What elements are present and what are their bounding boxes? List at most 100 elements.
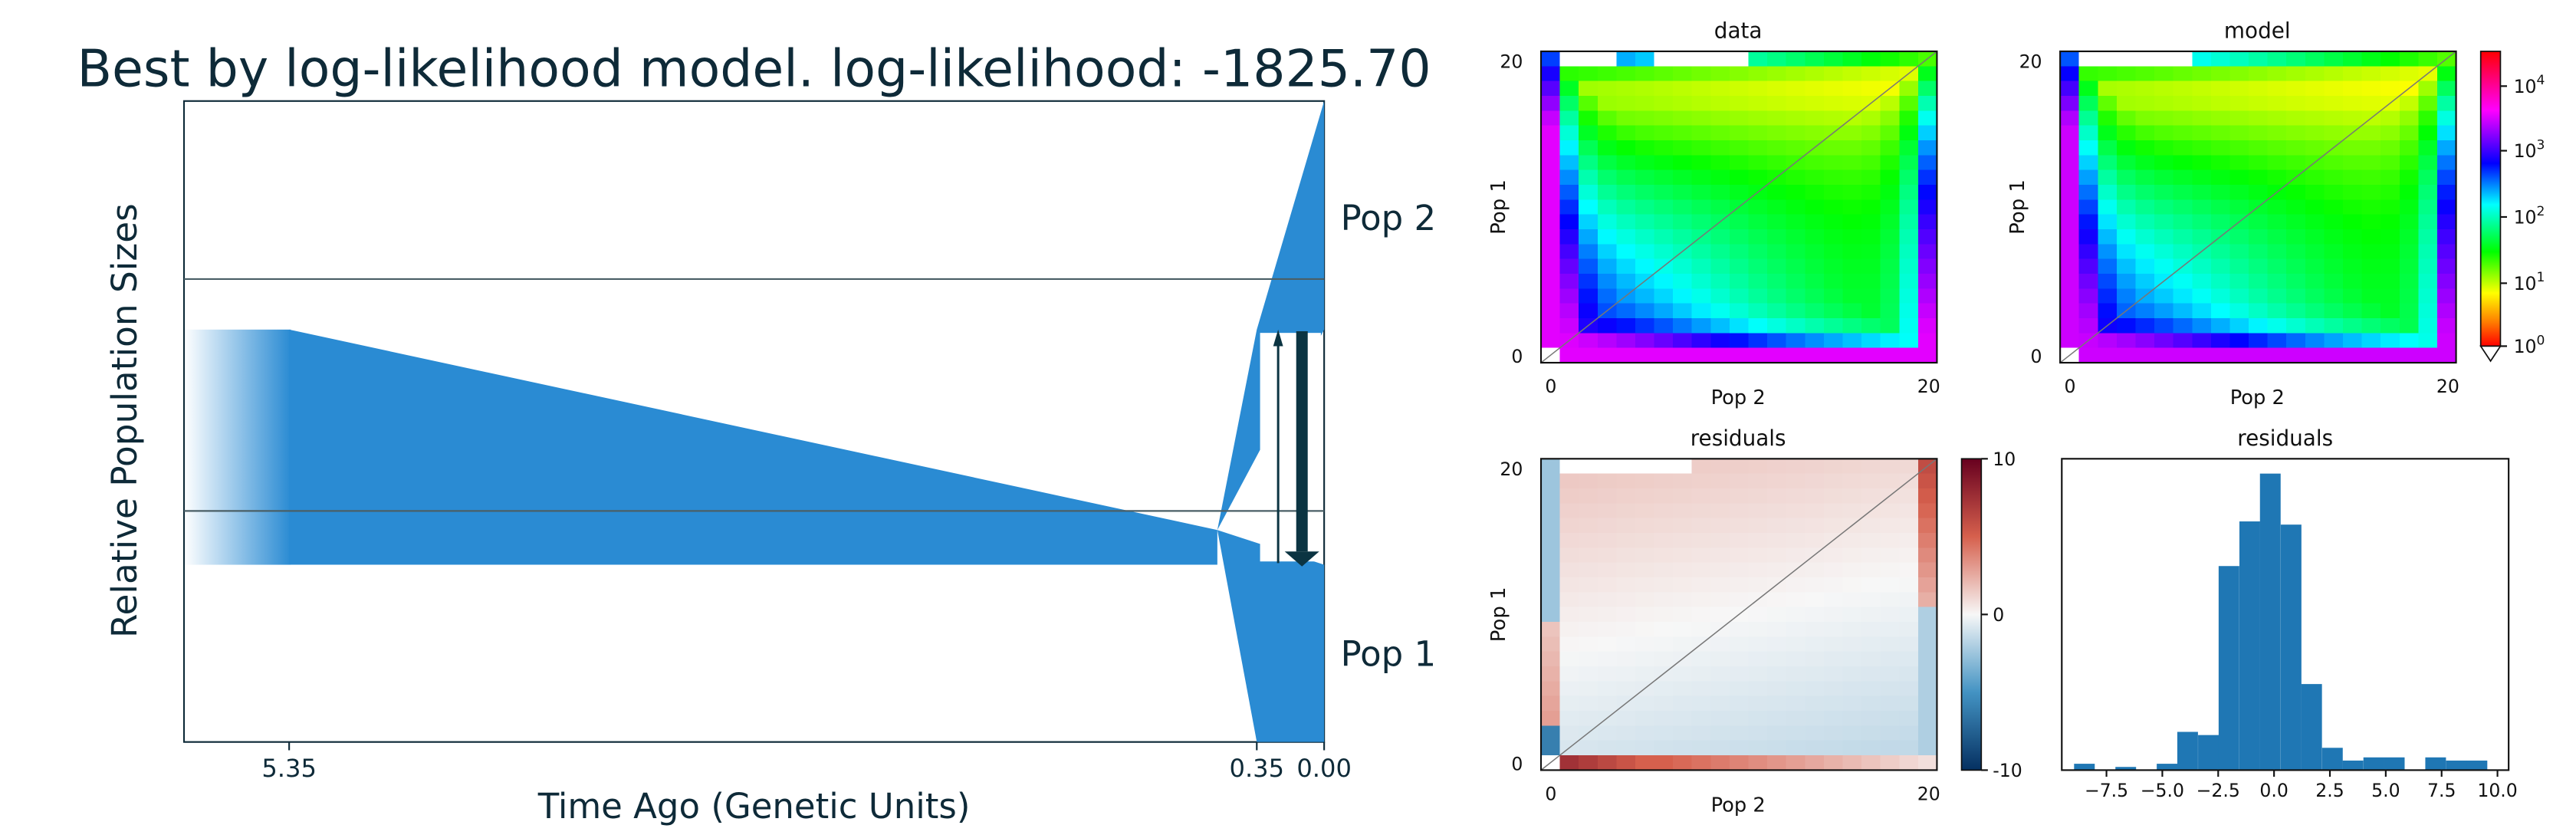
heatmap-cell [2154, 258, 2174, 274]
heatmap-cell [1579, 518, 1598, 534]
heatmap-cell [1917, 503, 1938, 519]
heatmap-cell [2436, 169, 2457, 186]
heatmap-cell [2154, 140, 2174, 156]
heatmap-cell [1579, 636, 1598, 653]
heatmap-cell [1805, 155, 1825, 171]
colorbar-extend-triangle [2479, 345, 2502, 363]
heatmap-cell [1691, 66, 1712, 82]
heatmap-cell [1786, 288, 1806, 304]
heatmap-cell [2324, 169, 2344, 186]
data-heatmap-title: data [1714, 18, 1763, 44]
heatmap-cell [1654, 81, 1674, 97]
heatmap-cell [1917, 488, 1938, 505]
heatmap-cell [1823, 51, 1844, 67]
heatmap-cell [1861, 666, 1881, 682]
heatmap-cell [2210, 184, 2231, 201]
heatmap-cell [2098, 95, 2118, 112]
heatmap-cell [1691, 110, 1712, 127]
heatmap-cell [1673, 711, 1693, 727]
histogram-bar [2466, 760, 2488, 771]
heatmap-cell [1635, 199, 1655, 215]
residual-histogram-title: residuals [2237, 426, 2333, 451]
heatmap-cell [1691, 303, 1712, 319]
heatmap-cell [1691, 711, 1712, 727]
heatmap-cell [1805, 740, 1825, 756]
figure-title: Best by log-likelihood model. log-likeli… [77, 38, 1431, 98]
histogram-tick-label: 2.5 [2315, 780, 2344, 801]
heatmap-cell [2192, 95, 2212, 112]
heatmap-cell [2343, 51, 2363, 67]
heatmap-cell [1842, 95, 1862, 112]
heatmap-cell [2399, 229, 2420, 245]
heatmap-cell [2173, 333, 2193, 349]
heatmap-cell [2154, 303, 2174, 319]
heatmap-cell [1597, 592, 1618, 608]
heatmap-cell [1786, 140, 1806, 156]
heatmap-cell [2305, 214, 2325, 230]
heatmap-cell [1823, 725, 1844, 741]
heatmap-cell [1899, 318, 1919, 334]
heatmap-cell [1616, 711, 1636, 727]
residual-heatmap-panel: residuals 20 0 0 20 Pop 2 Pop 1 10 0 -10 [1487, 426, 2022, 817]
heatmap-cell [1729, 725, 1750, 741]
heatmap-cell [1691, 140, 1712, 156]
heatmap-cell [1729, 81, 1750, 97]
heatmap-cell [2249, 303, 2269, 319]
heatmap-cell [2116, 288, 2137, 304]
ancestral-population [289, 329, 1217, 565]
heatmap-cell [1805, 473, 1825, 489]
heatmap-cell [1729, 244, 1750, 260]
model-heatmap-diagonal [2059, 51, 2457, 363]
heatmap-cell [2116, 110, 2137, 127]
heatmap-cell [2154, 214, 2174, 230]
heatmap-cell [1559, 651, 1580, 667]
model-x-tick-0: 0 [2064, 376, 2075, 397]
data-heatmap-panel: data 20 0 0 20 Pop 2 Pop 1 [1487, 18, 1940, 409]
heatmap-cell [2116, 66, 2137, 82]
heatmap-cell [1710, 711, 1730, 727]
heatmap-cell [1559, 110, 1580, 127]
heatmap-cell [1767, 258, 1787, 274]
heatmap-cell [1842, 592, 1862, 608]
heatmap-cell [1654, 562, 1674, 578]
heatmap-cell [2060, 214, 2080, 230]
data-heatmap-frame [1539, 50, 1938, 364]
pop2-branch [1217, 100, 1325, 531]
heatmap-cell [1540, 533, 1561, 549]
heatmap-cell [1861, 562, 1881, 578]
heatmap-cell [1899, 303, 1919, 319]
heatmap-cell [1880, 229, 1901, 245]
heatmap-cell [1540, 214, 1561, 230]
heatmap-cell [2229, 303, 2249, 319]
heatmap-cell [2380, 274, 2400, 290]
heatmap-cell [1786, 214, 1806, 230]
heatmap-cell [1842, 547, 1862, 564]
heatmap-cell [1729, 695, 1750, 712]
heatmap-cell [1540, 622, 1561, 638]
heatmap-cell [2324, 155, 2344, 171]
heatmap-cell [1597, 347, 1618, 363]
heatmap-cell [2286, 199, 2306, 215]
heatmap-cell [2210, 288, 2231, 304]
heatmap-cell [1616, 274, 1636, 290]
heatmap-cell [2267, 199, 2288, 215]
heatmap-cell [2210, 318, 2231, 334]
heatmap-cell [2078, 169, 2099, 186]
heatmap-cell [1786, 488, 1806, 505]
heatmap-cell [1899, 274, 1919, 290]
heatmap-cell [1579, 347, 1598, 363]
heatmap-cell [2267, 95, 2288, 112]
heatmap-cell [2135, 199, 2155, 215]
heatmap-cell [1748, 333, 1768, 349]
heatmap-cell [1579, 110, 1598, 127]
heatmap-cell [1880, 333, 1901, 349]
heatmap-cell [2116, 51, 2137, 67]
heatmap-cell [1899, 533, 1919, 549]
heatmap-cell [1786, 725, 1806, 741]
heatmap-cell [1654, 95, 1674, 112]
heatmap-cell [1691, 95, 1712, 112]
heatmap-cell [1842, 577, 1862, 593]
heatmap-cell [1880, 66, 1901, 82]
heatmap-cell [1616, 347, 1636, 363]
heatmap-cell [1710, 503, 1730, 519]
